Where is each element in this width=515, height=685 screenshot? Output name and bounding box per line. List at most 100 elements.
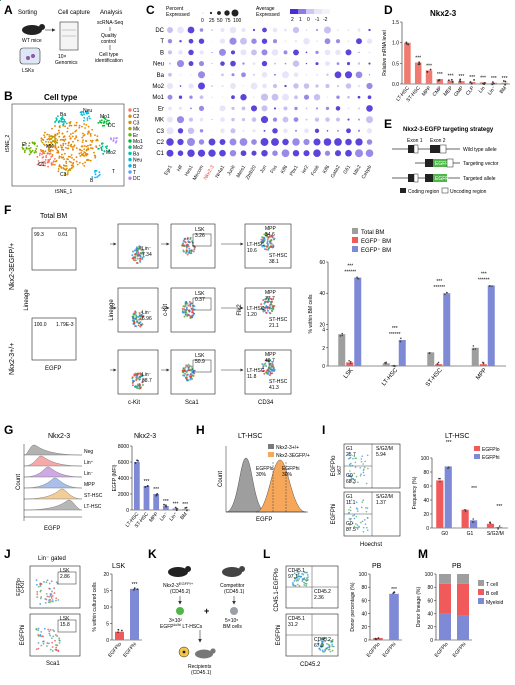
dotplot-dot xyxy=(284,84,287,88)
tsne-point xyxy=(105,122,108,125)
facs-event xyxy=(349,456,352,459)
facs-event xyxy=(37,642,40,644)
tsne-point xyxy=(75,129,78,132)
facs-gate-label: CD45.1 xyxy=(288,568,305,574)
category-label: EGFPhi xyxy=(452,641,468,658)
facs-event xyxy=(137,384,140,387)
tsne-point xyxy=(47,141,50,143)
bar-point xyxy=(174,506,177,509)
facs-event xyxy=(40,644,43,647)
dotplot-dot xyxy=(220,128,225,134)
tsne-point xyxy=(70,161,72,164)
sig-label: *** xyxy=(469,75,475,81)
bar xyxy=(443,293,451,366)
facs-event xyxy=(141,383,144,386)
tsne-point xyxy=(88,117,91,120)
facs-gate-label: 11.1 xyxy=(346,500,356,506)
bar-point xyxy=(399,340,402,343)
facs-event xyxy=(359,474,362,477)
facs-event xyxy=(185,250,188,253)
facs-ylabel: Flk2 xyxy=(237,304,243,316)
tsne-point xyxy=(57,168,60,170)
facs-gate-label: 10.6 xyxy=(247,248,257,254)
bar-point xyxy=(474,348,477,350)
facs-event xyxy=(185,377,188,380)
facs-event xyxy=(135,316,138,319)
tsne-point xyxy=(69,145,72,148)
panel-k-letter: K xyxy=(148,547,157,561)
facs-event xyxy=(50,593,53,596)
facs-event xyxy=(58,642,61,644)
facs-event xyxy=(39,583,42,586)
bar-point xyxy=(447,79,450,82)
dotplot-dot xyxy=(326,73,329,76)
bar-point xyxy=(117,631,119,634)
facs-gate-label: LT-HSC xyxy=(247,242,265,248)
facs-event xyxy=(362,469,365,472)
facs-event xyxy=(349,470,351,472)
facs-event xyxy=(51,641,53,644)
dotplot-dot xyxy=(284,40,287,43)
tsne-point xyxy=(89,135,92,137)
facs-event xyxy=(189,315,192,318)
dotplot-dot xyxy=(178,50,183,55)
facs-event xyxy=(137,324,140,327)
tsne-point xyxy=(54,140,57,143)
facs-event xyxy=(354,466,357,468)
facs-event xyxy=(263,233,266,236)
tsne-point xyxy=(65,162,68,165)
tsne-point xyxy=(66,130,69,133)
axis-tick-label: 1.0 xyxy=(392,41,399,47)
facs-gate-label: 21.1 xyxy=(269,323,279,329)
tsne-point xyxy=(91,139,94,142)
tsne-point xyxy=(54,125,56,127)
tsne-point xyxy=(83,113,85,116)
facs-event xyxy=(353,472,356,475)
tsne-point xyxy=(40,164,43,166)
b-title: Cell type xyxy=(44,93,78,102)
category-label: G1 xyxy=(467,531,474,537)
bar-point xyxy=(459,80,462,83)
facs-event xyxy=(267,366,270,369)
facs-event xyxy=(353,514,356,516)
tsne-point xyxy=(60,156,63,158)
tsne-point xyxy=(68,160,71,163)
tsne-point xyxy=(47,165,49,168)
facs-event xyxy=(326,642,328,645)
dotplot-dot xyxy=(168,106,172,111)
axis-tick-label: 60 xyxy=(361,598,367,604)
tsne-point xyxy=(53,157,56,160)
facs-gate-label: S/G2/M xyxy=(376,494,393,500)
tsne-point xyxy=(63,152,66,155)
axis-ylabel: Frequency (%) xyxy=(412,476,418,509)
bar-point xyxy=(163,503,165,506)
facs-event xyxy=(139,259,142,262)
sig-label: *** xyxy=(144,479,150,485)
facs-event xyxy=(187,363,190,366)
tsne-point xyxy=(101,124,104,127)
facs-event xyxy=(265,248,268,251)
legend-label: EGFP⁺ BM xyxy=(361,247,391,254)
tsne-point xyxy=(89,139,92,142)
facs-event xyxy=(137,251,140,254)
facs-event xyxy=(55,599,57,602)
legend-swatch xyxy=(474,454,480,459)
facs-event xyxy=(185,376,188,379)
facs-event xyxy=(353,525,356,528)
tsne-point xyxy=(60,167,63,169)
tsne-point xyxy=(81,145,84,148)
facs-event xyxy=(267,300,270,303)
facs-event xyxy=(269,372,272,375)
bar-point xyxy=(339,335,342,337)
bar-point xyxy=(492,81,494,84)
facs-event xyxy=(350,499,353,501)
facs-event xyxy=(327,639,330,642)
facs-event xyxy=(188,365,191,368)
category-label: Lin⁺ xyxy=(168,511,179,522)
bar-point xyxy=(356,276,358,278)
facs-event xyxy=(140,324,143,327)
tsne-point xyxy=(72,145,75,148)
